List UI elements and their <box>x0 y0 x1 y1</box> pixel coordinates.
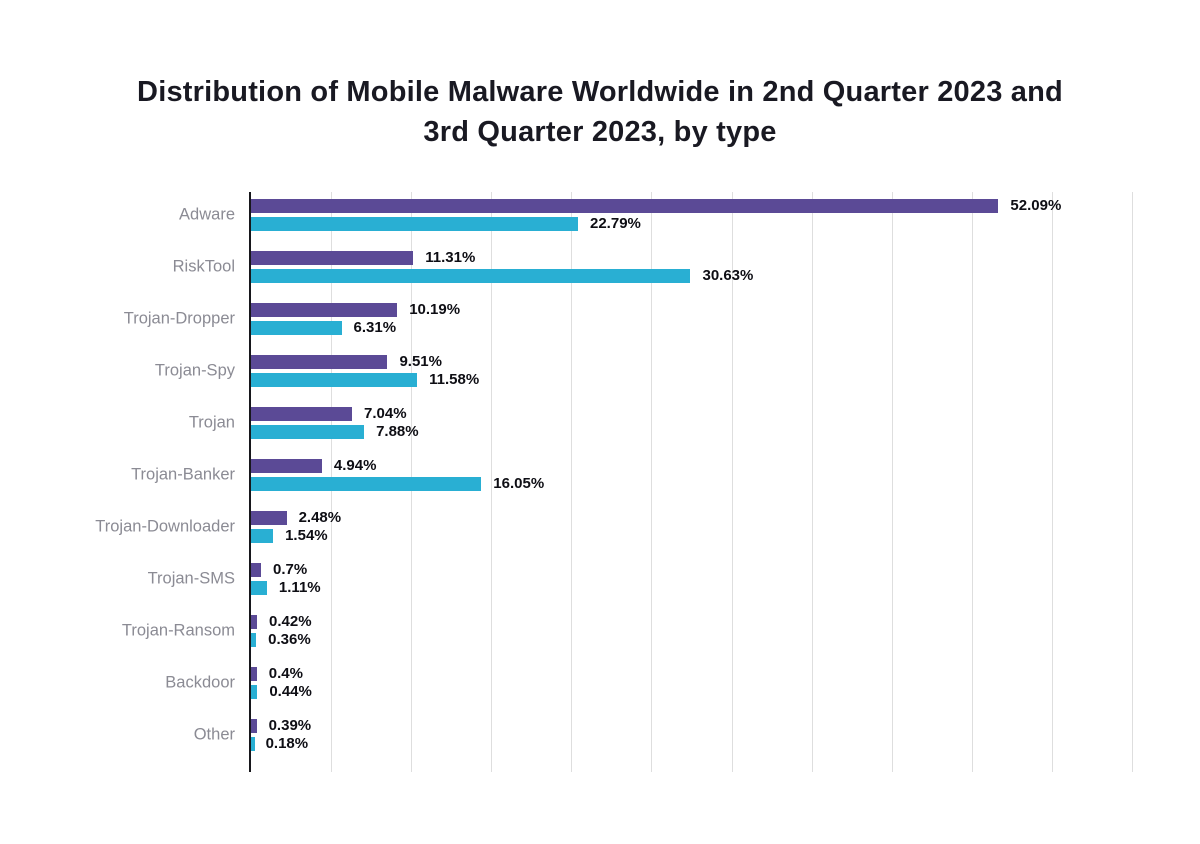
chart-row: Trojan-Downloader 2.48% 1.54% <box>95 509 1132 544</box>
bar-q3 <box>251 581 267 595</box>
chart-row: Trojan-Banker 4.94% 16.05% <box>131 457 1132 492</box>
bar-q2 <box>251 667 257 681</box>
chart-title: Distribution of Mobile Malware Worldwide… <box>137 76 1063 148</box>
value-label-q2: 2.48% <box>298 509 342 526</box>
bar-q2 <box>251 511 287 525</box>
bar-q2 <box>251 303 398 317</box>
value-label-q2: 0.42% <box>269 613 312 630</box>
value-label-q3: 1.54% <box>285 527 328 544</box>
value-label-q3: 7.88% <box>376 423 419 440</box>
bar-q2 <box>251 251 414 265</box>
category-label: Trojan-Ransom <box>121 621 235 640</box>
category-label: Adware <box>179 205 235 224</box>
category-label: Trojan-SMS <box>147 569 235 588</box>
gridline <box>811 192 813 772</box>
value-label-q3: 1.11% <box>278 579 321 596</box>
chart-row: Trojan-Dropper 10.19% 6.31% <box>124 301 1132 336</box>
plot-area: Adware 52.09% 22.79% RiskTool 11.31% 30.63% Tr… <box>95 192 1133 772</box>
value-label-q2: 10.19% <box>409 301 461 318</box>
bar-q2 <box>251 199 999 213</box>
category-label: Trojan <box>188 413 235 432</box>
value-label-q3: 6.31% <box>353 319 397 336</box>
bar-q3 <box>251 529 274 543</box>
bar-q3 <box>251 269 691 283</box>
chart-row: RiskTool 11.31% 30.63% <box>173 249 1132 284</box>
chart-row: Trojan 7.04% 7.88% <box>189 405 1132 440</box>
category-label: Backdoor <box>165 673 235 692</box>
category-label: RiskTool <box>172 257 235 276</box>
category-label: Trojan-Banker <box>131 465 235 484</box>
chart-row: Backdoor 0.4% 0.44% <box>165 665 1132 700</box>
value-label-q3: 0.36% <box>268 631 311 648</box>
gridline <box>971 192 973 772</box>
value-label-q3: 0.44% <box>269 683 312 700</box>
bar-q2 <box>251 719 257 733</box>
value-label-q2: 52.09% <box>1010 197 1062 214</box>
bar-q2 <box>251 563 262 577</box>
value-label-q3: 16.05% <box>493 475 545 492</box>
value-label-q3: 11.58% <box>429 371 480 388</box>
gridline <box>491 192 493 772</box>
bar-q3 <box>251 633 257 647</box>
value-label-q2: 9.51% <box>399 353 442 370</box>
value-label-q2: 4.94% <box>333 457 377 474</box>
chart-row: Trojan-SMS 0.7% 1.11% <box>148 561 1132 596</box>
bar-q2 <box>251 615 258 629</box>
value-label-q2: 0.7% <box>273 561 308 578</box>
chart-row: Trojan-Ransom 0.42% 0.36% <box>122 613 1132 648</box>
bar-q3 <box>251 373 418 387</box>
gridline <box>1132 192 1133 772</box>
bar-q3 <box>251 217 578 231</box>
value-label-q2: 0.4% <box>268 665 303 682</box>
bar-q3 <box>251 477 482 491</box>
chart-row: Trojan-Spy 9.51% 11.58% <box>155 353 1132 388</box>
chart-row: Other 0.39% 0.18% <box>194 717 1132 752</box>
gridline <box>731 192 733 772</box>
value-label-q3: 30.63% <box>702 267 754 284</box>
value-label-q2: 7.04% <box>364 405 407 422</box>
bar-q3 <box>251 425 365 439</box>
value-label-q3: 22.79% <box>590 215 641 232</box>
bar-q3 <box>251 685 258 699</box>
chart-row: Adware 52.09% 22.79% <box>179 197 1132 232</box>
category-label: Trojan-Downloader <box>95 517 235 536</box>
category-label: Trojan-Dropper <box>123 309 235 328</box>
gridline <box>1051 192 1053 772</box>
bar-q2 <box>251 407 352 421</box>
gridline <box>891 192 893 772</box>
value-label-q2: 0.39% <box>268 717 312 734</box>
bar-q3 <box>251 737 255 751</box>
category-label: Trojan-Spy <box>154 361 235 380</box>
bar-q2 <box>251 459 322 473</box>
gridline <box>571 192 573 772</box>
bar-q3 <box>251 321 342 335</box>
value-label-q2: 11.31% <box>425 249 476 266</box>
category-label: Other <box>193 725 235 744</box>
value-label-q3: 0.18% <box>265 735 309 752</box>
bar-q2 <box>251 355 388 369</box>
gridline <box>651 192 653 772</box>
